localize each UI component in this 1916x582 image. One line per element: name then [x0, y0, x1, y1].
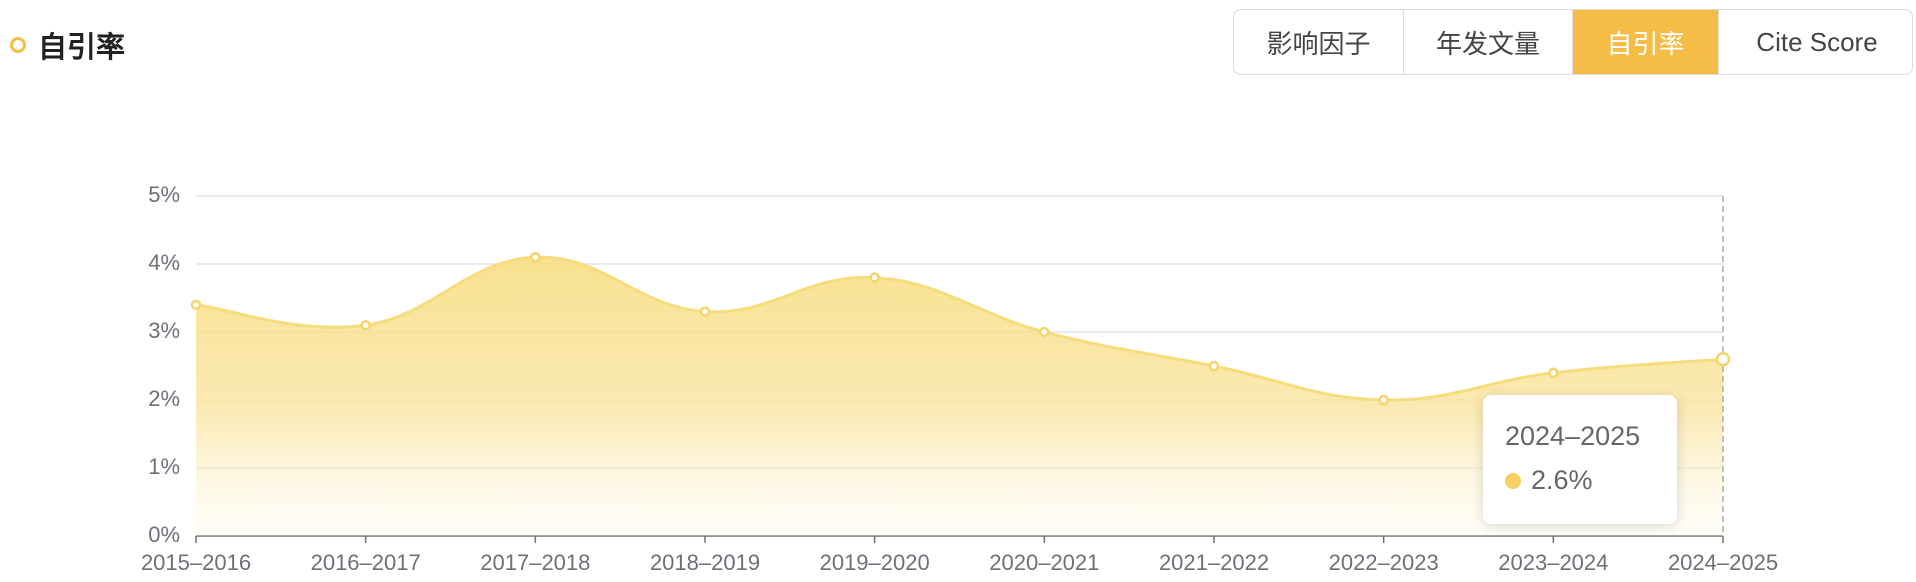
- tooltip-value: 2.6%: [1505, 465, 1593, 496]
- point: [530, 251, 541, 263]
- x-tick-label: 2021–2022: [1159, 550, 1269, 575]
- tooltip-title: 2024–2025: [1505, 421, 1641, 451]
- tab[interactable]: 年发文量: [1404, 10, 1573, 74]
- y-tick-label: 5%: [148, 182, 180, 207]
- tab-active[interactable]: 自引率: [1573, 10, 1719, 74]
- tab-bar: 影响因子 年发文量 自引率 Cite Score: [1233, 9, 1913, 75]
- tab[interactable]: 影响因子: [1234, 10, 1404, 74]
- title-text: 自引率: [38, 32, 126, 64]
- y-tick-label: 2%: [148, 386, 180, 411]
- tooltip-value-text: 2.6%: [1531, 465, 1593, 495]
- line: [195, 255, 1724, 402]
- point: [1039, 326, 1050, 338]
- x-tick-label: 2017–2018: [480, 550, 590, 575]
- x-tick-label: 2015–2016: [141, 550, 251, 575]
- tab[interactable]: Cite Score: [1756, 26, 1878, 57]
- tooltip-dot: [1505, 472, 1521, 489]
- point: [1378, 394, 1389, 406]
- point: [360, 319, 371, 331]
- area: [196, 257, 1723, 536]
- point: [1208, 360, 1220, 372]
- x-tick-label: 2019–2020: [820, 550, 930, 575]
- y-tick-label: 1%: [148, 454, 180, 479]
- x-tick-label: 2016–2017: [311, 550, 421, 575]
- y-tick-label: 3%: [148, 318, 180, 343]
- point: [1548, 367, 1559, 379]
- x-tick-label: 2020–2021: [989, 550, 1099, 575]
- point: [1715, 351, 1731, 367]
- x-tick-label: 2023–2024: [1498, 550, 1608, 575]
- tooltip: 2024–2025 2.6%: [1483, 395, 1677, 524]
- x-tick-label: 2022–2023: [1329, 550, 1439, 575]
- point: [699, 306, 711, 317]
- title-dot: [10, 37, 26, 53]
- x-tick-label: 2024–2025: [1668, 550, 1778, 575]
- point: [190, 299, 202, 311]
- x-tick-label: 2018–2019: [650, 550, 760, 575]
- section-title: 自引率: [10, 24, 125, 66]
- y-tick-label: 0%: [148, 522, 180, 547]
- y-tick-label: 4%: [148, 250, 180, 275]
- point: [869, 272, 880, 283]
